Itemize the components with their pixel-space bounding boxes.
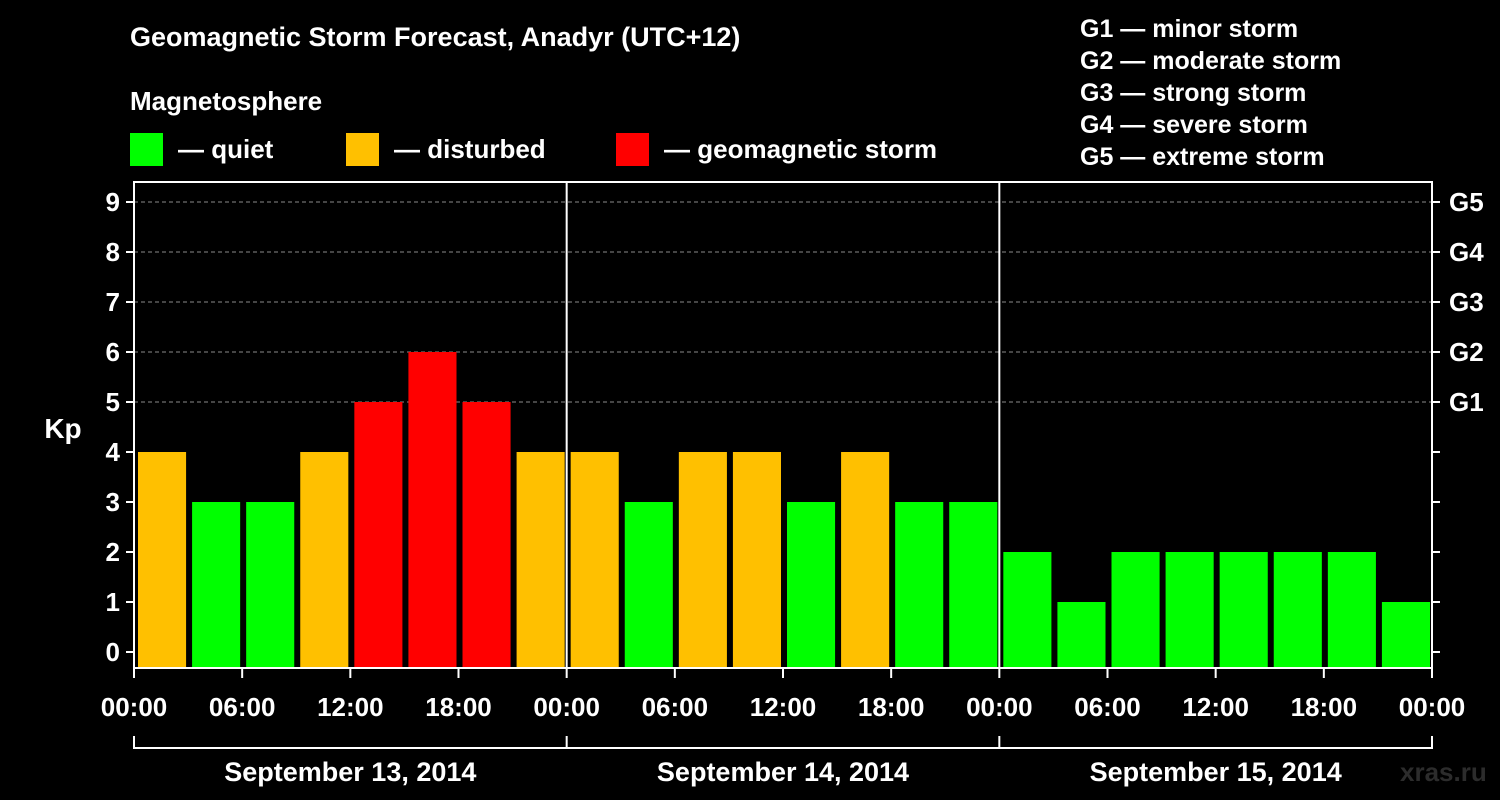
kp-bar	[732, 452, 781, 668]
y-tick-label: 0	[106, 637, 120, 667]
x-tick-label: 06:00	[642, 692, 709, 722]
y-tick-label: 5	[106, 387, 120, 417]
kp-bar	[787, 502, 836, 668]
x-tick-label: 06:00	[1074, 692, 1141, 722]
y-tick-label: 6	[106, 337, 120, 367]
day-label: September 14, 2014	[657, 757, 909, 787]
y-tick-label: 3	[106, 487, 120, 517]
chart-title: Geomagnetic Storm Forecast, Anadyr (UTC+…	[130, 22, 741, 52]
legend-swatch-storm	[616, 133, 649, 166]
kp-bar	[300, 452, 349, 668]
legend-label-quiet: — quiet	[178, 134, 274, 164]
y-tick-label: 7	[106, 287, 120, 317]
kp-bar	[949, 502, 998, 668]
y-tick-label: 2	[106, 537, 120, 567]
x-tick-label: 18:00	[425, 692, 492, 722]
x-tick-label: 18:00	[1291, 692, 1358, 722]
kp-bar	[138, 452, 187, 668]
kp-bar	[1327, 552, 1376, 668]
kp-bar	[895, 502, 944, 668]
legend-swatch-quiet	[130, 133, 163, 166]
kp-bar	[516, 452, 565, 668]
day-label: September 13, 2014	[224, 757, 476, 787]
legend-label-storm: — geomagnetic storm	[664, 134, 938, 164]
g-scale-g2: G2 — moderate storm	[1080, 47, 1342, 75]
y-tick-label: 4	[106, 437, 121, 467]
kp-bar	[624, 502, 673, 668]
y-tick-label: 8	[106, 237, 120, 267]
g-scale-g4: G4 — severe storm	[1080, 111, 1308, 139]
x-tick-label: 12:00	[750, 692, 817, 722]
y-tick-label: 9	[106, 187, 120, 217]
x-tick-label: 00:00	[1399, 692, 1466, 722]
kp-bar	[246, 502, 295, 668]
day-label: September 15, 2014	[1090, 757, 1342, 787]
g-level-label: G3	[1449, 287, 1484, 317]
kp-bar	[1381, 602, 1430, 668]
kp-bar	[1273, 552, 1322, 668]
x-tick-label: 06:00	[209, 692, 276, 722]
kp-bar	[354, 402, 403, 668]
kp-bar	[1057, 602, 1106, 668]
x-tick-label: 12:00	[1182, 692, 1249, 722]
kp-bar	[1003, 552, 1052, 668]
credit-watermark: xras.ru	[1400, 757, 1487, 787]
g-scale-g1: G1 — minor storm	[1080, 15, 1299, 43]
y-axis-label: Kp	[44, 413, 81, 444]
kp-bar	[841, 452, 890, 668]
g-level-label: G5	[1449, 187, 1484, 217]
kp-bar	[1165, 552, 1214, 668]
kp-bar	[1111, 552, 1160, 668]
kp-bar	[678, 452, 727, 668]
x-tick-label: 00:00	[533, 692, 600, 722]
kp-bar	[408, 352, 457, 668]
x-tick-label: 00:00	[101, 692, 168, 722]
x-tick-label: 00:00	[966, 692, 1033, 722]
y-tick-label: 1	[106, 587, 120, 617]
x-tick-label: 18:00	[858, 692, 925, 722]
kp-bar	[570, 452, 619, 668]
kp-bar	[462, 402, 511, 668]
x-tick-label: 12:00	[317, 692, 384, 722]
legend-swatch-disturbed	[346, 133, 379, 166]
g-level-label: G4	[1449, 237, 1484, 267]
g-scale-g5: G5 — extreme storm	[1080, 143, 1325, 171]
g-scale-g3: G3 — strong storm	[1080, 79, 1307, 107]
g-level-label: G1	[1449, 387, 1484, 417]
legend-label-disturbed: — disturbed	[394, 134, 546, 164]
legend-heading: Magnetosphere	[130, 86, 323, 116]
kp-bar	[1219, 552, 1268, 668]
kp-bar	[192, 502, 241, 668]
g-level-label: G2	[1449, 337, 1484, 367]
